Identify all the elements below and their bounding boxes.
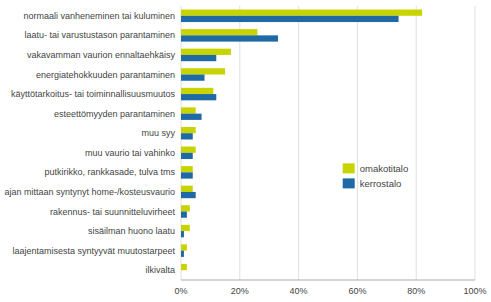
bar bbox=[181, 270, 182, 276]
category-label: laajentamisesta syntyyvät muutostarpeet bbox=[12, 246, 175, 256]
bar bbox=[181, 133, 193, 139]
bar bbox=[181, 186, 193, 192]
bar bbox=[181, 244, 187, 250]
category-labels: normaali vanheneminen tai kuluminen laatu… bbox=[4, 11, 175, 275]
bar bbox=[181, 35, 278, 41]
bar bbox=[181, 114, 202, 120]
x-tick-label: 100% bbox=[463, 286, 486, 296]
bar bbox=[181, 10, 422, 16]
category-label: ajan mittaan syntynyt home-/kosteusvauri… bbox=[4, 187, 175, 197]
x-axis-line bbox=[181, 280, 475, 281]
grid-line bbox=[475, 6, 476, 280]
category-label: käyttötarkoitus- tai toiminnallisuusmuut… bbox=[11, 89, 176, 99]
grid-line bbox=[357, 6, 358, 280]
bar bbox=[181, 75, 205, 81]
grid-line bbox=[416, 6, 417, 280]
grid-line bbox=[298, 6, 299, 280]
category-label: esteettömyyden parantaminen bbox=[54, 109, 175, 119]
legend: omakotitalo kerrostalo bbox=[343, 163, 409, 189]
bar bbox=[181, 29, 257, 35]
category-label: muu vaurio tai vahinko bbox=[85, 148, 175, 158]
x-tick-label: 60% bbox=[348, 286, 366, 296]
legend-label: kerrostalo bbox=[360, 178, 402, 189]
bar bbox=[181, 88, 213, 94]
series-1 bbox=[181, 16, 399, 257]
x-tick-label: 40% bbox=[290, 286, 308, 296]
grid bbox=[181, 6, 475, 280]
x-ticks: 0% 20% 40% 60% 80% 100% bbox=[174, 286, 486, 296]
legend-swatch bbox=[343, 178, 355, 188]
category-label: sisäilman huono laatu bbox=[88, 226, 175, 236]
category-label: vakavamman vaurion ennaltaehkäisy bbox=[27, 50, 176, 60]
bar bbox=[181, 231, 184, 237]
x-tick-label: 20% bbox=[231, 286, 249, 296]
grid-line bbox=[239, 6, 240, 280]
category-label: muu syy bbox=[141, 128, 175, 138]
series-0 bbox=[181, 10, 422, 271]
x-tick-label: 80% bbox=[407, 286, 425, 296]
bar bbox=[181, 264, 187, 270]
bar bbox=[181, 212, 187, 218]
bar bbox=[181, 68, 225, 74]
grid-line bbox=[181, 6, 182, 280]
bar bbox=[181, 205, 190, 211]
bar bbox=[181, 251, 184, 257]
bar bbox=[181, 166, 193, 172]
legend-label: omakotitalo bbox=[360, 163, 409, 174]
bar bbox=[181, 127, 196, 133]
bar bbox=[181, 94, 216, 100]
legend-swatch bbox=[343, 163, 355, 173]
bar bbox=[181, 16, 399, 22]
category-label: laatu- tai varustustason parantaminen bbox=[24, 30, 175, 40]
bar bbox=[181, 147, 196, 153]
bar bbox=[181, 172, 193, 178]
bar bbox=[181, 192, 196, 198]
category-label: ilkivalta bbox=[145, 265, 175, 275]
category-label: putkirikko, rankkasade, tulva tms bbox=[44, 167, 175, 177]
x-tick-label: 0% bbox=[174, 286, 187, 296]
category-label: energiatehokkuuden parantaminen bbox=[36, 70, 175, 80]
bars bbox=[181, 10, 422, 271]
category-label: normaali vanheneminen tai kuluminen bbox=[23, 11, 175, 21]
bar bbox=[181, 153, 193, 159]
bar bbox=[181, 49, 231, 55]
category-label: rakennus- tai suunnitteluvirheet bbox=[50, 207, 176, 217]
bar bbox=[181, 225, 190, 231]
bar bbox=[181, 107, 196, 113]
bar bbox=[181, 55, 216, 61]
chart: normaali vanheneminen tai kuluminen laatu… bbox=[0, 0, 491, 302]
